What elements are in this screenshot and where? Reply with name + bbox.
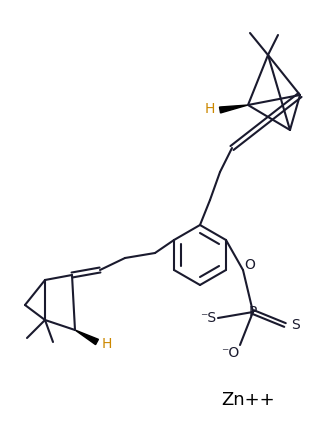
Text: O: O bbox=[245, 258, 256, 272]
Text: H: H bbox=[205, 102, 215, 116]
Text: P: P bbox=[249, 305, 257, 319]
Text: H: H bbox=[102, 337, 112, 351]
Text: ⁻O: ⁻O bbox=[221, 346, 239, 360]
Text: S: S bbox=[291, 318, 299, 332]
Polygon shape bbox=[75, 330, 98, 345]
Polygon shape bbox=[219, 105, 248, 113]
Text: ⁻S: ⁻S bbox=[200, 311, 216, 325]
Text: Zn++: Zn++ bbox=[221, 391, 275, 409]
